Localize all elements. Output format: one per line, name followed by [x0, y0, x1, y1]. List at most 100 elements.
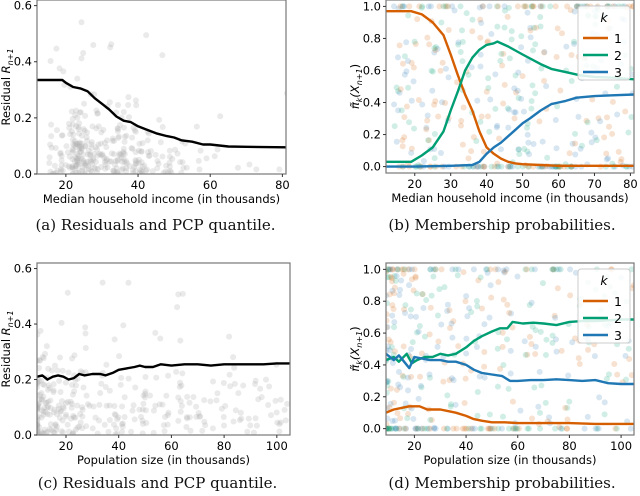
scatter-point	[406, 119, 413, 126]
scatter-point	[56, 414, 63, 421]
scatter-point	[417, 382, 424, 389]
scatter-point	[37, 418, 41, 425]
scatter-point	[79, 425, 86, 432]
scatter-point	[142, 388, 149, 395]
scatter-point	[73, 107, 80, 114]
scatter-point	[597, 118, 604, 125]
scatter-point	[37, 379, 41, 386]
scatter-point	[393, 272, 400, 279]
scatter-point	[537, 3, 544, 10]
scatter-point	[630, 3, 634, 10]
scatter-point	[547, 3, 554, 10]
scatter-point	[131, 416, 138, 423]
scatter-point	[244, 428, 251, 435]
scatter-point	[42, 408, 49, 415]
scatter-point	[426, 371, 433, 378]
scatter-point	[506, 309, 513, 316]
scatter-point	[87, 151, 94, 158]
scatter-point	[554, 103, 561, 110]
scatter-point	[38, 377, 45, 384]
scatter-point	[114, 125, 121, 132]
scatter-point	[81, 100, 88, 107]
scatter-point	[177, 159, 184, 166]
scatter-point	[72, 426, 79, 433]
scatter-point	[70, 429, 77, 435]
scatter-point	[195, 157, 202, 164]
scatter-point	[478, 113, 485, 120]
scatter-point	[51, 162, 58, 169]
scatter-point	[495, 266, 502, 273]
series-line-k1	[386, 10, 634, 167]
scatter-point	[38, 429, 45, 435]
scatter-point	[79, 404, 86, 411]
scatter-point	[505, 124, 512, 131]
scatter-point	[515, 95, 522, 102]
scatter-point	[459, 425, 466, 432]
scatter-point	[452, 401, 459, 408]
scatter-point	[537, 328, 544, 335]
scatter-point	[252, 380, 259, 387]
scatter-point	[130, 169, 137, 174]
scatter-points	[37, 279, 290, 435]
scatter-point	[37, 396, 43, 403]
scatter-point	[419, 425, 426, 432]
scatter-point	[390, 3, 397, 10]
scatter-point	[37, 422, 41, 429]
scatter-point	[163, 162, 170, 169]
scatter-point	[424, 34, 431, 41]
scatter-point	[186, 399, 193, 406]
scatter-point	[515, 425, 522, 432]
scatter-point	[500, 50, 507, 57]
scatter-point	[506, 106, 513, 113]
y-tick-label: 0.4	[363, 358, 381, 372]
scatter-point	[386, 336, 392, 343]
scatter-point	[69, 116, 76, 123]
scatter-point	[497, 365, 504, 372]
scatter-point	[93, 169, 100, 174]
scatter-point	[387, 339, 394, 346]
scatter-point	[491, 425, 498, 432]
scatter-point	[463, 10, 470, 17]
scatter-point	[197, 413, 204, 420]
scatter-point	[396, 42, 403, 49]
scatter-point	[478, 425, 485, 432]
scatter-point	[550, 266, 557, 273]
scatter-point	[133, 158, 140, 165]
scatter-point	[63, 143, 70, 150]
scatter-point	[431, 45, 438, 52]
scatter-point	[60, 403, 67, 410]
scatter-point	[83, 423, 90, 430]
scatter-point	[74, 161, 81, 168]
scatter-point	[494, 23, 501, 30]
scatter-point	[73, 155, 80, 162]
scatter-point	[94, 166, 101, 173]
scatter-point	[141, 394, 148, 401]
scatter-point	[129, 134, 136, 141]
scatter-point	[66, 153, 73, 160]
scatter-point	[118, 421, 125, 428]
scatter-point	[554, 285, 561, 292]
scatter-point	[250, 429, 257, 435]
scatter-point	[98, 380, 105, 387]
scatter-point	[532, 350, 539, 357]
scatter-point	[207, 398, 214, 405]
scatter-point	[403, 39, 410, 46]
scatter-point	[117, 151, 124, 158]
scatter-point	[386, 425, 393, 432]
scatter-point	[37, 422, 41, 429]
scatter-point	[72, 382, 79, 389]
scatter-point	[155, 160, 162, 167]
scatter-point	[116, 353, 123, 360]
scatter-point	[423, 296, 430, 303]
scatter-point	[609, 130, 616, 137]
scatter-point	[115, 134, 122, 141]
scatter-point	[412, 41, 419, 48]
scatter-point	[44, 404, 51, 411]
scatter-point	[106, 402, 113, 409]
scatter-point	[522, 266, 529, 273]
scatter-point	[80, 158, 87, 165]
scatter-point	[423, 124, 430, 131]
scatter-point	[461, 425, 468, 432]
scatter-point	[477, 51, 484, 58]
scatter-point	[492, 105, 499, 112]
